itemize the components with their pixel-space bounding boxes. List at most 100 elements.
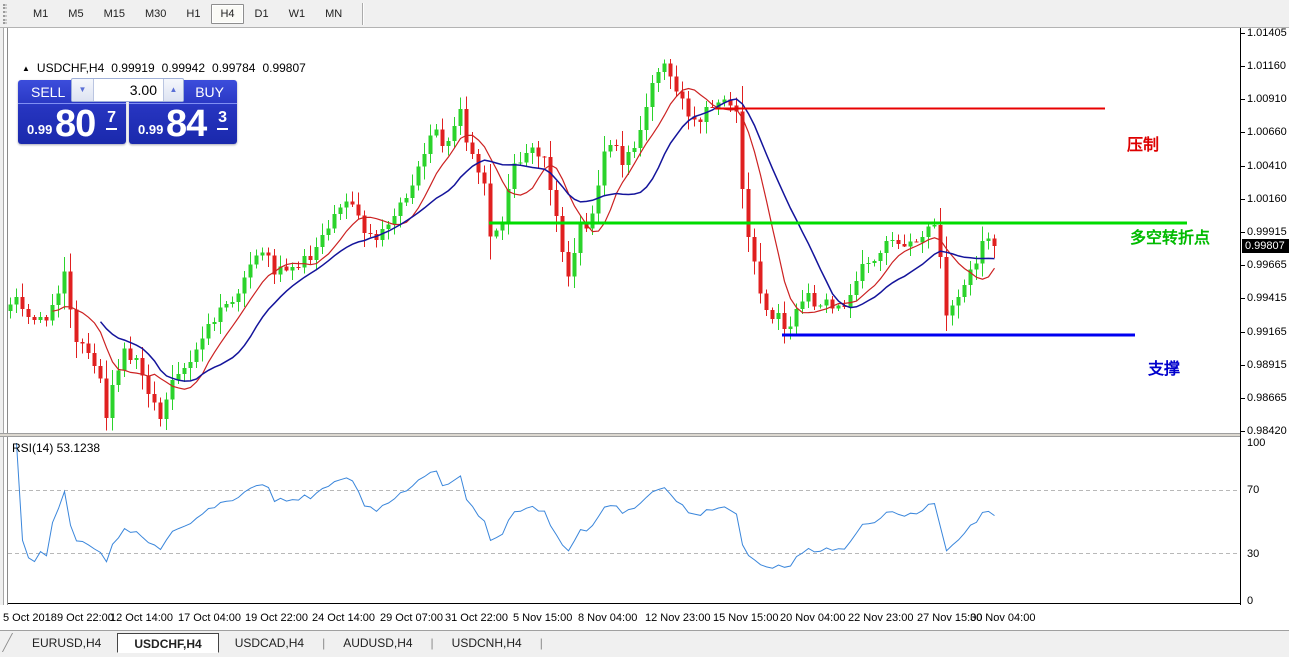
sell-price-base: 0.99 (27, 122, 53, 137)
price-tick-mark (1241, 265, 1245, 266)
volume-increase-icon[interactable]: ▲ (163, 79, 183, 101)
sell-price-big: 80 (55, 103, 96, 145)
tab-usdcadh4[interactable]: USDCAD,H4 (234, 636, 305, 650)
timeframe-toolbar: M1 M5 M15 M30 H1 H4 D1 W1 MN (0, 0, 1289, 28)
time-tick: 12 Nov 23:00 (645, 612, 711, 624)
price-tick: 0.99915 (1247, 225, 1287, 238)
rsi-pane[interactable]: RSI(14) 53.1238 (8, 437, 1240, 604)
buy-price-base: 0.99 (138, 122, 164, 137)
timeframe-buttons: M1 M5 M15 M30 H1 H4 D1 W1 MN (23, 0, 352, 28)
price-tick: 0.99665 (1247, 259, 1287, 271)
time-tick: 5 Oct 2018 (3, 612, 57, 624)
tf-button-h1[interactable]: H1 (186, 7, 201, 20)
buy-button[interactable]: BUY (129, 80, 237, 104)
price-tick: 1.00660 (1247, 126, 1287, 139)
sell-price-pip: 7 (106, 109, 117, 130)
price-tick-mark (1241, 65, 1245, 67)
sell-price: 0.99 80 7 (18, 105, 126, 144)
price-tick-mark (1241, 331, 1245, 333)
price-tick-mark (1241, 132, 1245, 134)
time-tick: 19 Oct 22:00 (245, 612, 308, 624)
volume-value[interactable]: 3.00 (129, 82, 157, 98)
candlestick-chart[interactable] (8, 28, 1240, 433)
price-chart-pane[interactable]: ▲ USDCHF,H4 0.99919 0.99942 0.99784 0.99… (8, 28, 1240, 433)
time-tick: 29 Oct 07:00 (380, 612, 443, 624)
collapse-icon[interactable]: ▲ (22, 63, 30, 73)
chart-symbol: USDCHF,H4 (36, 61, 105, 75)
toolbar-grip-icon[interactable] (3, 3, 7, 24)
rsi-tick: 0 (1247, 595, 1254, 607)
pane-divider[interactable] (0, 433, 1289, 437)
tf-button-m15[interactable]: M15 (103, 7, 125, 20)
buy-price-pip: 3 (217, 109, 228, 130)
time-tick: 22 Nov 23:00 (848, 612, 914, 624)
tf-button-h4[interactable]: H4 (211, 3, 244, 24)
price-tick-mark (1241, 365, 1245, 366)
ohlc-close: 0.99807 (262, 61, 306, 75)
price-tick-mark (1241, 298, 1245, 300)
price-tick-mark (1241, 398, 1245, 400)
tf-button-d1[interactable]: D1 (254, 7, 269, 20)
time-axis[interactable]: 5 Oct 2018 9 Oct 22:00 12 Oct 14:00 17 Oct … (0, 605, 1289, 630)
price-tick: 0.98420 (1247, 425, 1287, 437)
tab-eurusdh4[interactable]: EURUSD,H4 (32, 636, 102, 650)
rsi-tick: 30 (1247, 547, 1260, 560)
rsi-indicator-label: RSI(14) 53.1238 (12, 441, 101, 455)
price-tick: 0.99165 (1247, 325, 1287, 338)
rsi-tick: 70 (1247, 484, 1260, 497)
time-tick: 12 Oct 14:00 (110, 612, 173, 624)
time-tick: 24 Oct 14:00 (312, 612, 375, 624)
ohlc-low: 0.99784 (212, 61, 256, 75)
tab-audusdh4[interactable]: AUDUSD,H4 (343, 636, 413, 650)
price-tick: 1.01405 (1247, 27, 1287, 39)
time-tick: 27 Nov 15:00 (917, 612, 983, 624)
time-tick: 15 Nov 15:00 (713, 612, 779, 624)
tf-button-m5[interactable]: M5 (68, 7, 84, 20)
time-tick: 30 Nov 04:00 (970, 612, 1036, 624)
price-tick-mark (1241, 33, 1245, 34)
rsi-chart[interactable] (8, 437, 1240, 603)
price-tick: 0.98915 (1247, 359, 1287, 371)
current-price-badge: 0.99807 (1242, 239, 1289, 254)
time-tick: 5 Nov 15:00 (513, 612, 573, 624)
tf-button-m1[interactable]: M1 (33, 7, 49, 20)
window-left-frame (0, 28, 8, 630)
price-axis[interactable]: 1.01405 1.01160 1.00910 1.00660 1.00410 1.001… (1240, 27, 1289, 607)
volume-stepper: ▼ 3.00 ▲ (71, 78, 184, 102)
price-tick: 1.01160 (1247, 59, 1286, 72)
chart-title: ▲ USDCHF,H4 0.99919 0.99942 0.99784 0.99… (22, 61, 306, 75)
price-tick: 1.00910 (1247, 93, 1287, 105)
time-tick: 17 Oct 04:00 (178, 612, 241, 624)
price-tick: 0.99415 (1247, 292, 1287, 305)
rsi-tick: 100 (1247, 437, 1266, 449)
tf-button-mn[interactable]: MN (325, 7, 343, 20)
resistance-label: 压制 (1127, 137, 1160, 154)
price-tick-mark (1241, 231, 1245, 233)
buy-price-big: 84 (166, 103, 207, 145)
tab-separator: | (322, 636, 326, 650)
support-label: 支撑 (1148, 361, 1181, 378)
tab-separator: | (539, 636, 543, 650)
price-tick-mark (1241, 99, 1245, 100)
tabbar-stub (0, 633, 14, 652)
sell-button[interactable]: SELL (18, 80, 126, 104)
price-tick-mark (1241, 165, 1245, 167)
chart-tabs-bar: EURUSD,H4 USDCHF,H4 USDCAD,H4 | AUDUSD,H4 | US… (0, 630, 1289, 657)
volume-decrease-icon[interactable]: ▼ (72, 79, 94, 101)
time-tick: 8 Nov 04:00 (578, 612, 638, 624)
time-tick: 31 Oct 22:00 (445, 612, 508, 624)
pivot-label: 多空转折点 (1130, 230, 1211, 247)
price-tick-mark (1241, 431, 1245, 432)
price-tick: 0.98665 (1247, 392, 1287, 405)
ohlc-high: 0.99942 (161, 61, 206, 75)
toolbar-separator (362, 2, 365, 25)
buy-price: 0.99 84 3 (129, 105, 237, 144)
one-click-trading-panel: SELL 0.99 80 7 BUY 0.99 84 3 ▼ 3.00 ▲ (18, 78, 237, 144)
time-tick: 9 Oct 22:00 (57, 612, 114, 624)
price-tick-mark (1241, 199, 1245, 200)
tab-usdcnhh4[interactable]: USDCNH,H4 (451, 636, 522, 650)
tab-usdchfh4[interactable]: USDCHF,H4 (117, 633, 219, 653)
tf-button-m30[interactable]: M30 (144, 7, 167, 20)
tf-button-w1[interactable]: W1 (288, 7, 306, 20)
tab-separator: | (430, 636, 434, 650)
